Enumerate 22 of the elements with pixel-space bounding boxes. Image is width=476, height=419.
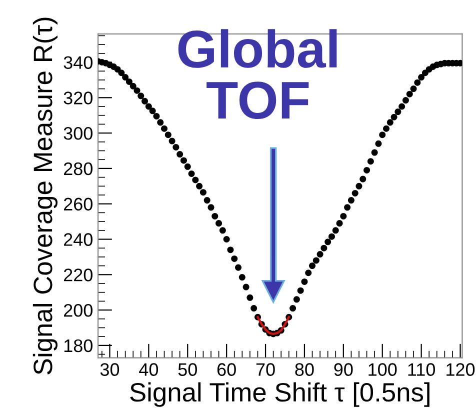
x-tick-label: 110 xyxy=(408,363,435,376)
x-tick-label: 60 xyxy=(217,363,236,376)
y-tick-label: 300 xyxy=(64,126,92,140)
y-tick-label: 320 xyxy=(64,92,92,104)
x-tick-label: 90 xyxy=(334,363,353,376)
x-tick-label: 120 xyxy=(446,363,475,376)
x-tick-label: 100 xyxy=(368,363,397,376)
y-tick-label: 240 xyxy=(64,233,92,246)
y-tick-label: 260 xyxy=(64,198,92,211)
annotation: Global TOF xyxy=(178,29,337,120)
x-tick-label: 30 xyxy=(100,363,120,376)
x-axis-title: Signal Time Shift τ [0.5ns] xyxy=(130,382,430,407)
y-tick-label: 220 xyxy=(64,268,92,282)
y-axis-title: Signal Coverage Measure R(τ) xyxy=(32,18,58,374)
y-tick-label: 340 xyxy=(64,56,92,69)
x-tick-label: 80 xyxy=(295,363,314,376)
x-tick-label: 50 xyxy=(178,363,197,376)
y-tick-label: 280 xyxy=(64,162,92,176)
y-tick-label: 180 xyxy=(64,339,92,352)
x-tick-label: 70 xyxy=(256,363,275,376)
y-tick-label: 200 xyxy=(64,304,92,317)
x-tick-label: 40 xyxy=(139,363,158,376)
